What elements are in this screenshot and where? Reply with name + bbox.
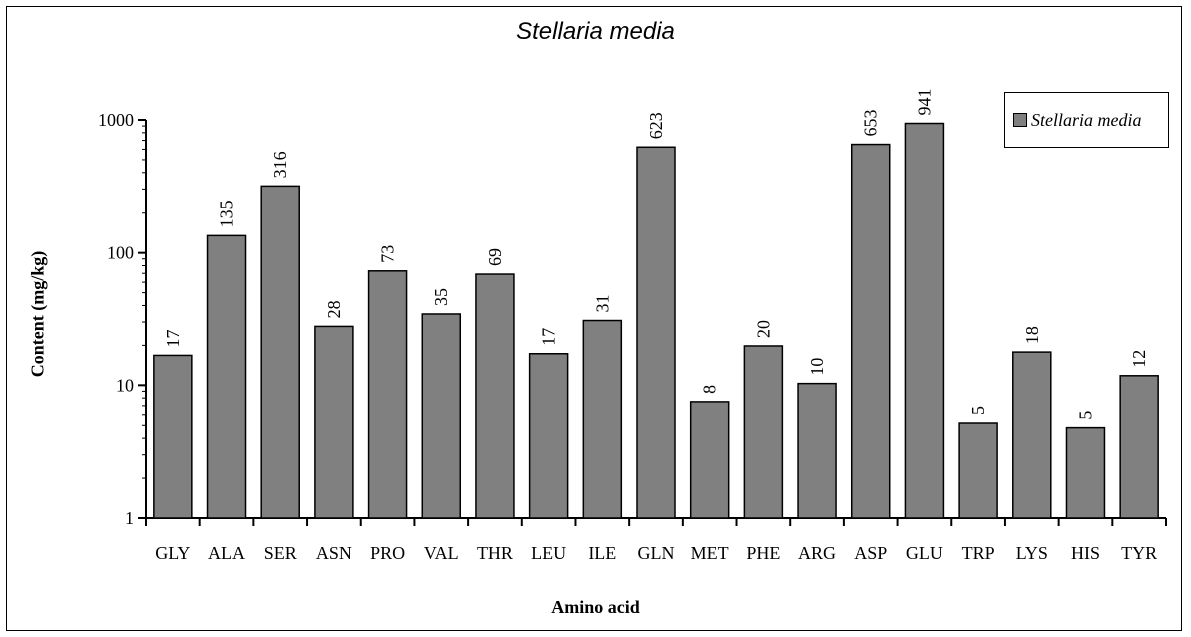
bar-arg — [797, 382, 837, 519]
data-label: 17 — [539, 328, 559, 346]
data-label: 17 — [163, 329, 183, 347]
data-label: 10 — [807, 358, 827, 376]
bar-glu — [904, 122, 945, 519]
x-tick-label: ARG — [798, 543, 836, 563]
x-tick-label: VAL — [424, 543, 459, 563]
y-tick-label: 100 — [107, 243, 134, 263]
x-axis-label: Amino acid — [551, 597, 640, 617]
data-label: 18 — [1022, 326, 1042, 344]
x-tick-label: GLY — [155, 543, 190, 563]
data-label: 316 — [270, 151, 290, 178]
bar-thr — [475, 273, 515, 519]
legend-label: Stellaria media — [1031, 109, 1142, 130]
legend: Stellaria media — [1004, 92, 1169, 148]
data-label: 69 — [485, 248, 505, 266]
chart-title: Stellaria media — [516, 18, 675, 45]
data-label: 20 — [753, 320, 773, 338]
data-label: 8 — [700, 385, 720, 394]
bar-lys — [1012, 351, 1052, 519]
bar-gln — [636, 146, 676, 519]
bar-leu — [528, 353, 569, 519]
x-tick-label: TRP — [962, 543, 995, 563]
bar-asp — [850, 143, 891, 519]
x-tick-label: PHE — [746, 543, 780, 563]
legend-swatch — [1013, 113, 1027, 127]
bar-met — [689, 401, 730, 519]
x-tick-label: PRO — [370, 543, 405, 563]
bar-val — [421, 313, 462, 519]
bar-ile — [582, 319, 623, 519]
x-tick-label: HIS — [1071, 543, 1100, 563]
data-label: 28 — [324, 300, 344, 318]
data-label: 35 — [431, 288, 451, 306]
y-tick-label: 1000 — [98, 110, 134, 130]
x-tick-label: TYR — [1121, 543, 1157, 563]
x-tick-label: ILE — [588, 543, 616, 563]
x-tick-label: THR — [477, 543, 513, 563]
y-tick-label: 10 — [116, 375, 134, 395]
data-label: 31 — [592, 295, 612, 313]
x-tick-label: ASN — [316, 543, 352, 563]
x-tick-label: GLN — [638, 543, 675, 563]
x-tick-label: GLU — [906, 543, 943, 563]
y-tick-label: 1 — [125, 508, 134, 528]
bar-pro — [367, 270, 408, 519]
data-label: 12 — [1129, 350, 1149, 368]
bar-ala — [206, 234, 247, 519]
x-tick-label: LYS — [1016, 543, 1048, 563]
data-label: 73 — [378, 245, 398, 263]
bar-tyr — [1119, 375, 1159, 519]
data-label: 135 — [217, 200, 237, 227]
bar-his — [1065, 426, 1106, 519]
x-tick-label: ALA — [208, 543, 245, 563]
bar-asn — [314, 325, 354, 519]
x-tick-label: SER — [264, 543, 297, 563]
x-tick-label: MET — [691, 543, 729, 563]
data-label: 653 — [861, 110, 881, 137]
bar-phe — [743, 345, 784, 519]
data-label: 5 — [968, 406, 988, 415]
bar-ser — [260, 185, 300, 519]
chart-frame — [6, 6, 1182, 631]
data-label: 5 — [1075, 411, 1095, 420]
data-label: 623 — [646, 112, 666, 139]
data-label: 941 — [914, 89, 934, 116]
x-tick-label: ASP — [854, 543, 887, 563]
x-tick-label: LEU — [531, 543, 566, 563]
bar-trp — [958, 422, 998, 519]
bar-gly — [153, 354, 193, 519]
